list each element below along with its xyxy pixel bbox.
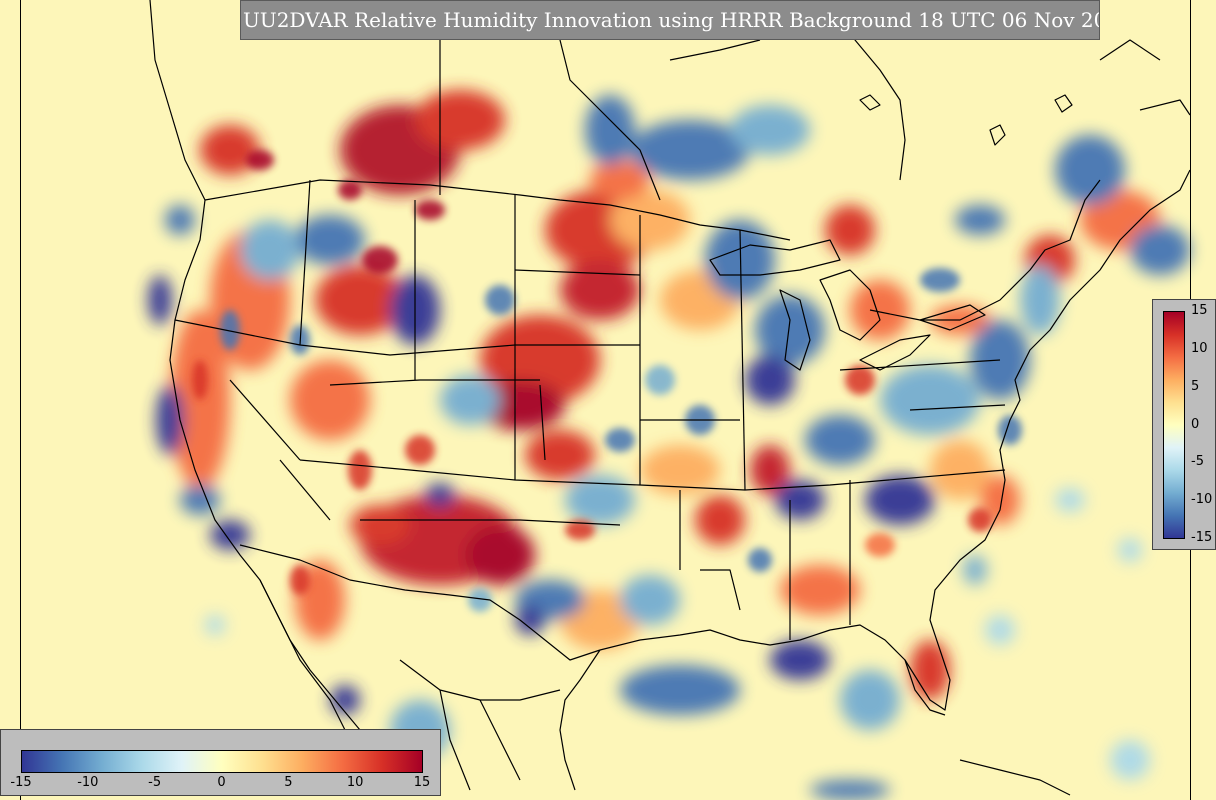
page-title: UU2DVAR Relative Humidity Innovation usi… [243,8,1100,32]
vertical-colorbar: 15 10 5 0 -5 -10 -15 [1152,299,1216,550]
horizontal-tick-label: 5 [284,775,293,790]
horizontal-colorbar: -15 -10 -5 0 5 10 15 [0,729,441,796]
horizontal-tick-label: 0 [217,775,226,790]
horizontal-tick-label: 10 [346,775,364,790]
vertical-tick-label: -15 [1191,530,1213,545]
vertical-tick-label: 10 [1191,340,1208,356]
horizontal-tick-label: -5 [148,775,162,790]
vertical-tick-label: -10 [1191,492,1213,508]
vertical-tick-label: 5 [1191,378,1200,394]
vertical-tick-label: -5 [1191,454,1204,470]
title-box: UU2DVAR Relative Humidity Innovation usi… [240,0,1100,40]
map-frame-left [20,0,21,800]
horizontal-tick-label: -10 [77,775,99,790]
vertical-colorbar-gradient [1163,311,1185,539]
vertical-tick-label: 15 [1191,303,1208,318]
horizontal-colorbar-gradient [21,750,423,773]
horizontal-tick-label: -15 [10,775,32,790]
vertical-tick-label: 0 [1191,416,1200,432]
horizontal-tick-label: 15 [413,775,431,790]
